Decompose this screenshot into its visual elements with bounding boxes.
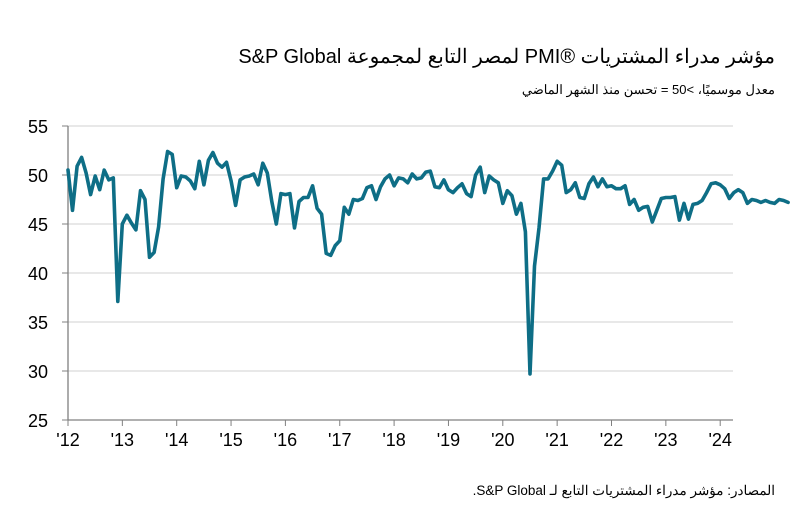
x-tick-label: '20 xyxy=(491,430,514,450)
y-tick-label: 45 xyxy=(28,215,48,235)
chart-subtitle: معدل موسميًا، >50 = تحسن منذ الشهر الماض… xyxy=(521,82,775,97)
x-tick-label: '17 xyxy=(328,430,351,450)
x-tick-label: '15 xyxy=(219,430,242,450)
x-tick-label: '18 xyxy=(382,430,405,450)
x-tick-label: '24 xyxy=(708,430,731,450)
x-tick-label: '23 xyxy=(654,430,677,450)
y-tick-label: 50 xyxy=(28,166,48,186)
chart-source-note: المصادر: مؤشر مدراء المشتريات التابع لـ … xyxy=(472,483,775,498)
y-tick-label: 30 xyxy=(28,362,48,382)
x-axis: '12 '13 '14 '15 '16 '17 '18 '19 '20 '21 '22 '23 '24 xyxy=(56,419,733,450)
y-axis: 25 30 35 40 45 50 55 xyxy=(28,117,69,431)
x-tick-label: '14 xyxy=(165,430,188,450)
series-group xyxy=(66,149,790,376)
x-tick-label: '12 xyxy=(56,430,79,450)
chart-title: مؤشر مدراء المشتريات ®PMI لمصر التابع لم… xyxy=(238,46,775,68)
y-tick-label: 25 xyxy=(28,411,48,431)
series-line-0 xyxy=(66,149,790,376)
x-tick-label: '21 xyxy=(545,430,568,450)
gridlines xyxy=(68,125,733,372)
y-tick-label: 55 xyxy=(28,117,48,137)
x-tick-label: '13 xyxy=(111,430,134,450)
y-tick-label: 40 xyxy=(28,264,48,284)
x-tick-label: '16 xyxy=(274,430,297,450)
x-tick-label: '19 xyxy=(437,430,460,450)
y-tick-label: 35 xyxy=(28,313,48,333)
x-tick-label: '22 xyxy=(600,430,623,450)
